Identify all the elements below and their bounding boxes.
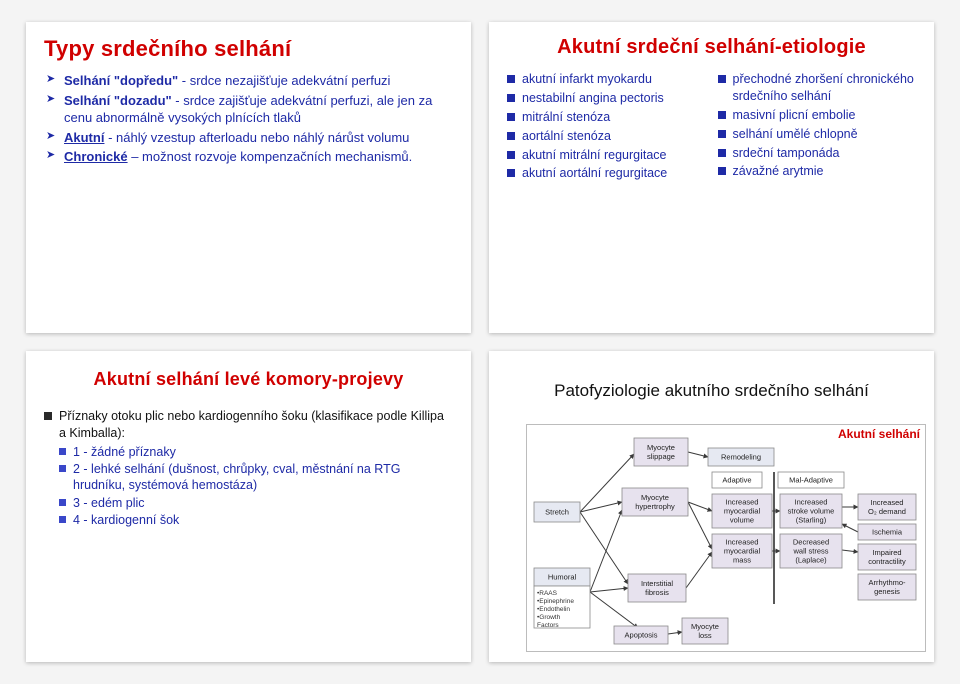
slide-patophys: Patofyziologie akutního srdečního selhán… [489, 351, 934, 662]
svg-text:Arrhythmo-: Arrhythmo- [868, 578, 906, 587]
list-item: mitrální stenóza [507, 109, 706, 126]
slide1-title: Typy srdečního selhání [44, 36, 453, 62]
list-item: selhání umělé chlopně [718, 126, 917, 143]
list-item: Selhání "dopředu" - srdce nezajišťuje ad… [46, 72, 453, 90]
svg-text:(Laplace): (Laplace) [795, 556, 827, 565]
svg-text:Decreased: Decreased [793, 538, 829, 547]
list-item: nestabilní angina pectoris [507, 90, 706, 107]
list-item: aortální stenóza [507, 128, 706, 145]
slide3-lead-text: Příznaky otoku plic nebo kardiogenního š… [59, 409, 444, 440]
list-item: akutní mitrální regurgitace [507, 147, 706, 164]
svg-text:Apoptosis: Apoptosis [625, 631, 658, 640]
list-item: závažné arytmie [718, 163, 917, 180]
svg-text:O₂ demand: O₂ demand [868, 507, 906, 516]
slide-types: Typy srdečního selhání Selhání "dopředu"… [26, 22, 471, 333]
slide2-right-list: přechodné zhoršení chronického srdečního… [718, 71, 917, 180]
slide2-title: Akutní srdeční selhání-etiologie [507, 36, 916, 59]
svg-text:Myocyte: Myocyte [691, 622, 719, 631]
svg-text:Factors: Factors [537, 622, 559, 629]
svg-text:Impaired: Impaired [872, 548, 901, 557]
svg-text:myocardial: myocardial [724, 507, 761, 516]
svg-text:Humoral: Humoral [548, 573, 577, 582]
svg-text:myocardial: myocardial [724, 547, 761, 556]
svg-text:Ischemia: Ischemia [872, 528, 903, 537]
svg-text:Remodeling: Remodeling [721, 453, 761, 462]
list-item: 3 - edém plic [59, 495, 453, 511]
slide3-list: Příznaky otoku plic nebo kardiogenního š… [44, 408, 453, 528]
svg-text:contractility: contractility [868, 557, 906, 566]
patophys-diagram: StretchHumoralMyocyteslippageMyocytehype… [526, 424, 926, 652]
svg-text:Interstitial: Interstitial [641, 579, 673, 588]
list-item: 4 - kardiogenní šok [59, 512, 453, 528]
svg-text:hypertrophy: hypertrophy [635, 502, 675, 511]
svg-text:Myocyte: Myocyte [641, 493, 669, 502]
svg-text:(Starling): (Starling) [796, 516, 827, 525]
svg-text:stroke volume: stroke volume [788, 507, 835, 516]
svg-text:loss: loss [698, 631, 712, 640]
list-item: 2 - lehké selhání (dušnost, chrůpky, cva… [59, 461, 453, 494]
svg-text:Stretch: Stretch [545, 508, 569, 517]
slide3-title: Akutní selhání levé komory-projevy [44, 369, 453, 390]
slide3-lead: Příznaky otoku plic nebo kardiogenního š… [44, 408, 453, 528]
slide4-title: Patofyziologie akutního srdečního selhán… [507, 381, 916, 401]
list-item: masivní plicní embolie [718, 107, 917, 124]
slide1-list: Selhání "dopředu" - srdce nezajišťuje ad… [46, 72, 453, 166]
svg-text:fibrosis: fibrosis [645, 588, 669, 597]
svg-text:•Growth: •Growth [537, 614, 561, 621]
slide3-sublist: 1 - žádné příznaky2 - lehké selhání (duš… [59, 444, 453, 528]
list-item: Akutní - náhlý vzestup afterloadu nebo n… [46, 129, 453, 147]
list-item: 1 - žádné příznaky [59, 444, 453, 460]
slide2-left-list: akutní infarkt myokardu nestabilní angina… [507, 71, 706, 182]
svg-text:slippage: slippage [647, 452, 675, 461]
svg-text:Increased: Increased [871, 498, 904, 507]
list-item: přechodné zhoršení chronického srdečního… [718, 71, 917, 105]
svg-text:wall stress: wall stress [792, 547, 828, 556]
svg-text:Increased: Increased [795, 498, 828, 507]
svg-text:Increased: Increased [726, 538, 759, 547]
svg-text:•RAAS: •RAAS [537, 590, 558, 597]
list-item: srdeční tamponáda [718, 145, 917, 162]
svg-text:genesis: genesis [874, 587, 900, 596]
slide2-columns: akutní infarkt myokardu nestabilní angina… [507, 69, 916, 184]
list-item: Chronické – možnost rozvoje kompenzačníc… [46, 148, 453, 166]
svg-text:Increased: Increased [726, 498, 759, 507]
list-item: Selhání "dozadu" - srdce zajišťuje adekv… [46, 92, 453, 127]
svg-text:Mal-Adaptive: Mal-Adaptive [789, 476, 833, 485]
slide-etiology: Akutní srdeční selhání-etiologie akutní … [489, 22, 934, 333]
svg-text:•Epinephrine: •Epinephrine [537, 598, 574, 605]
list-item: akutní infarkt myokardu [507, 71, 706, 88]
list-item: akutní aortální regurgitace [507, 165, 706, 182]
svg-text:volume: volume [730, 516, 754, 525]
slide-projevy: Akutní selhání levé komory-projevy Přízn… [26, 351, 471, 662]
svg-text:•Endothelin: •Endothelin [537, 606, 570, 613]
svg-text:Adaptive: Adaptive [722, 476, 751, 485]
svg-text:mass: mass [733, 556, 751, 565]
svg-text:Myocyte: Myocyte [647, 443, 675, 452]
